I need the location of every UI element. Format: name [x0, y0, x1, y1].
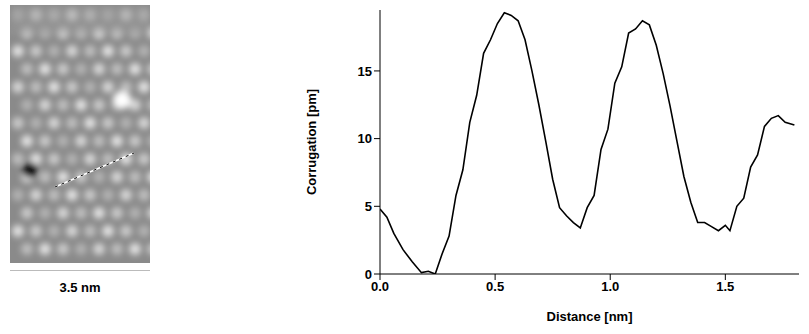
svg-text:0: 0	[365, 267, 372, 282]
svg-text:Distance [nm]: Distance [nm]	[547, 309, 633, 324]
svg-text:Corrugation [pm]: Corrugation [pm]	[304, 89, 319, 195]
svg-text:1.5: 1.5	[716, 279, 734, 294]
svg-text:0.0: 0.0	[371, 279, 389, 294]
svg-text:1.0: 1.0	[601, 279, 619, 294]
svg-text:0.5: 0.5	[486, 279, 504, 294]
svg-text:15: 15	[358, 64, 372, 79]
svg-text:10: 10	[358, 131, 372, 146]
svg-text:5: 5	[365, 199, 372, 214]
html-text:3.5 nm: 3.5 nm	[59, 280, 101, 295]
